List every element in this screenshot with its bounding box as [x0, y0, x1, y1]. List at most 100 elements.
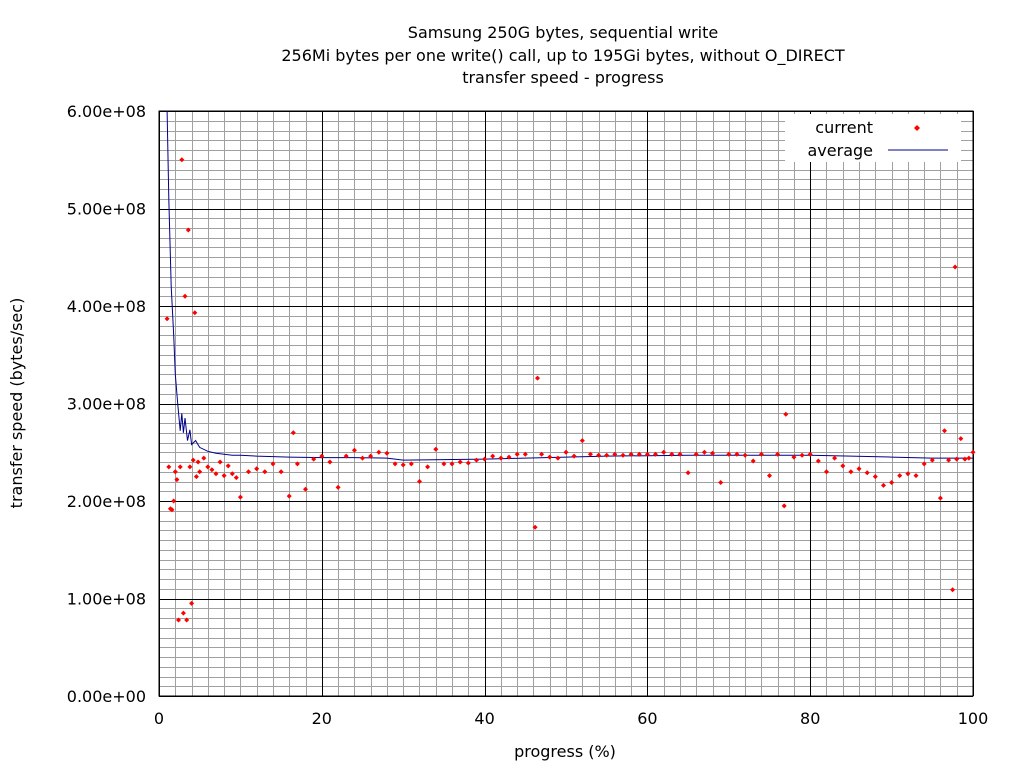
- data-point: [758, 451, 764, 457]
- series-average: [166, 110, 973, 461]
- y-tick-label: 1.00e+08: [67, 590, 146, 609]
- data-point: [262, 469, 268, 475]
- minor-grid: [159, 111, 973, 696]
- data-point: [881, 482, 886, 488]
- data-point: [726, 451, 732, 457]
- data-point: [205, 464, 211, 470]
- x-tick-label: 60: [637, 709, 657, 728]
- data-point: [209, 467, 215, 473]
- data-point: [677, 451, 683, 457]
- data-point: [177, 464, 183, 470]
- x-tick-label: 100: [958, 709, 989, 728]
- data-point: [783, 411, 789, 417]
- y-tick-label: 4.00e+08: [67, 297, 146, 316]
- data-point: [351, 447, 357, 453]
- data-point: [848, 469, 854, 475]
- data-point: [176, 617, 181, 623]
- data-point: [270, 461, 276, 467]
- data-point: [555, 455, 561, 461]
- data-point: [182, 293, 188, 299]
- data-point: [864, 470, 870, 476]
- y-tick-label: 2.00e+08: [67, 492, 146, 511]
- x-tick-label: 40: [474, 709, 494, 728]
- data-point: [563, 449, 569, 455]
- data-point: [937, 495, 943, 501]
- average-line: [166, 110, 973, 461]
- title-line-2: 256Mi bytes per one write() call, up to …: [281, 46, 845, 66]
- data-point: [506, 454, 512, 460]
- data-point: [535, 375, 540, 381]
- data-point: [693, 451, 699, 457]
- data-point: [701, 449, 707, 455]
- data-point: [962, 456, 968, 462]
- data-point: [172, 469, 178, 475]
- data-point: [335, 484, 341, 490]
- y-axis-label: transfer speed (bytes/sec): [7, 298, 26, 509]
- data-point: [636, 451, 642, 457]
- data-point: [193, 474, 199, 480]
- x-axis-label: progress (%): [514, 742, 616, 761]
- data-point: [433, 446, 439, 452]
- data-point: [685, 470, 691, 476]
- data-point: [217, 459, 223, 465]
- data-point: [815, 458, 821, 464]
- data-point: [514, 451, 520, 457]
- data-point: [950, 587, 956, 593]
- data-point: [946, 457, 952, 463]
- data-point: [225, 463, 231, 469]
- data-point: [425, 464, 431, 470]
- data-point: [954, 456, 960, 462]
- data-point: [710, 450, 715, 456]
- data-point: [781, 503, 787, 509]
- data-point: [669, 451, 675, 457]
- data-point: [192, 310, 198, 316]
- data-point: [180, 610, 186, 616]
- data-point: [522, 451, 528, 457]
- chart-title: Samsung 250G bytes, sequential write 256…: [281, 23, 845, 87]
- y-tick-label: 5.00e+08: [67, 200, 146, 219]
- data-point: [482, 456, 488, 462]
- data-point: [889, 480, 895, 485]
- data-point: [319, 453, 325, 459]
- data-point: [596, 452, 602, 458]
- legend-background: [785, 114, 961, 162]
- data-point: [190, 457, 196, 463]
- data-point: [966, 455, 972, 461]
- data-point: [628, 451, 634, 457]
- data-point: [872, 474, 878, 480]
- data-point: [195, 459, 201, 465]
- data-point: [832, 455, 838, 461]
- data-point: [929, 457, 935, 463]
- data-point: [174, 477, 180, 483]
- data-point: [278, 469, 284, 475]
- data-point: [579, 438, 585, 444]
- x-tick-labels: 0 20 40 60 80 100: [154, 709, 988, 728]
- data-point: [408, 461, 414, 467]
- data-point: [905, 471, 911, 477]
- data-point: [368, 453, 374, 459]
- data-point: [286, 493, 292, 499]
- data-point: [750, 458, 756, 464]
- data-point: [775, 451, 781, 457]
- y-tick-label: 0.00e+00: [67, 687, 146, 706]
- data-point: [311, 456, 317, 462]
- data-point: [185, 227, 191, 233]
- data-point: [824, 469, 829, 475]
- plot-border: [158, 110, 974, 697]
- data-point: [742, 452, 748, 458]
- data-point: [327, 459, 333, 465]
- data-point: [734, 451, 740, 457]
- data-point: [233, 475, 239, 481]
- data-point: [532, 524, 538, 530]
- data-point: [441, 461, 447, 467]
- data-point: [897, 473, 903, 479]
- data-point: [942, 428, 947, 434]
- data-point: [465, 460, 471, 466]
- data-point: [187, 464, 193, 470]
- data-point: [246, 469, 251, 475]
- data-point: [392, 461, 398, 467]
- data-point: [620, 452, 626, 458]
- data-point: [571, 453, 577, 459]
- data-point: [221, 473, 227, 479]
